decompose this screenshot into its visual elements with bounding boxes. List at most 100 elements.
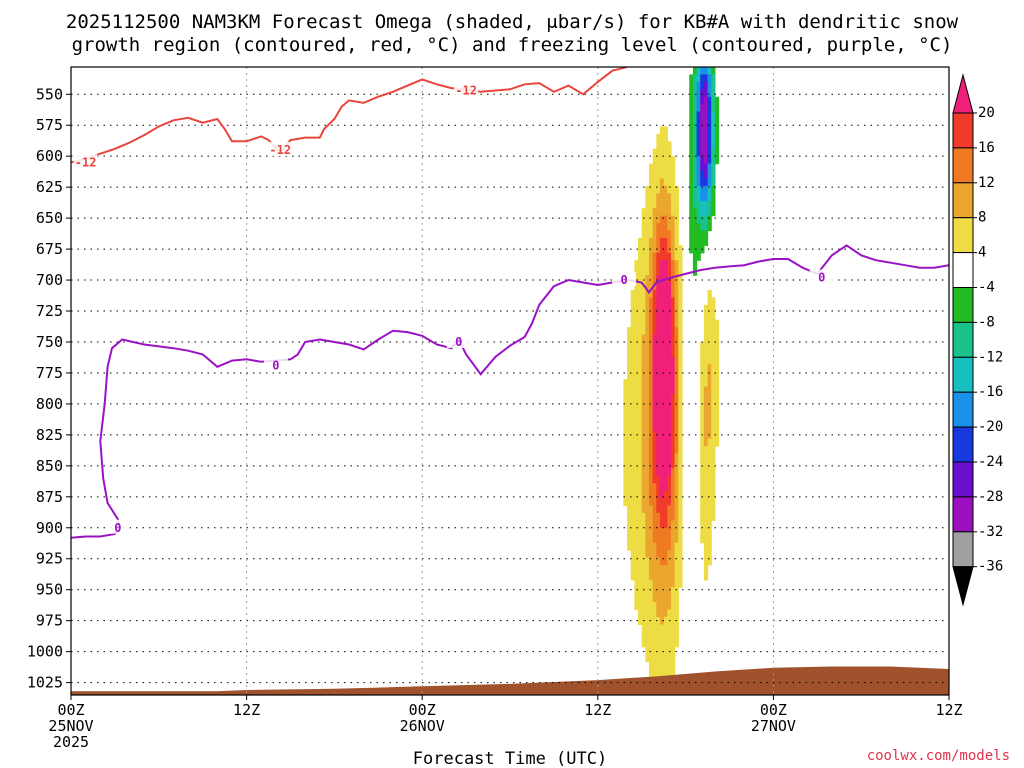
omega-cell (627, 512, 632, 521)
omega-cell (649, 208, 654, 217)
omega-cell (711, 453, 716, 462)
omega-cell (700, 408, 705, 417)
omega-cell (638, 475, 643, 484)
colorbar-label: 16 (978, 140, 995, 156)
omega-cell (641, 386, 646, 395)
omega-cell (711, 431, 716, 440)
omega-cell (674, 587, 679, 596)
omega-cell (645, 505, 650, 514)
omega-cell (707, 297, 712, 306)
omega-cell (634, 275, 639, 284)
omega-cell (678, 416, 683, 425)
omega-cell (641, 252, 646, 261)
omega-cell (703, 178, 709, 187)
omega-cell (630, 334, 635, 343)
omega-cell (634, 572, 639, 581)
omega-cell (652, 252, 657, 261)
omega-cell (659, 668, 665, 678)
omega-cell (645, 527, 650, 536)
omega-cell (641, 215, 646, 224)
dgz-contour-label-bg (268, 141, 293, 156)
omega-cell (656, 163, 661, 172)
omega-cell (638, 386, 643, 395)
omega-cell (714, 408, 720, 417)
omega-cell (663, 631, 668, 640)
omega-cell (674, 512, 679, 521)
omega-cell (641, 460, 646, 469)
omega-cell (714, 349, 720, 358)
omega-cell (652, 654, 657, 663)
omega-cell (630, 505, 635, 514)
omega-cell (674, 401, 679, 410)
omega-cell (678, 245, 683, 254)
omega-cell (663, 535, 668, 544)
omega-cell (707, 520, 712, 529)
omega-cell (638, 304, 643, 313)
omega-cell (623, 453, 628, 462)
omega-cell (700, 364, 705, 373)
omega-cell (674, 334, 679, 343)
omega-cell (656, 408, 661, 417)
omega-cell (711, 304, 716, 313)
omega-cell (674, 505, 679, 514)
omega-cell (703, 104, 709, 113)
freezing-level-contour-label: 0 (114, 521, 121, 535)
omega-cell (656, 200, 661, 209)
omega-cell (656, 423, 661, 432)
omega-cell (703, 408, 709, 417)
omega-cell (700, 104, 705, 113)
omega-cell (623, 438, 628, 447)
omega-cell (692, 156, 698, 165)
omega-cell (641, 512, 646, 521)
omega-cell (674, 185, 679, 194)
omega-cell (627, 446, 632, 455)
omega-cell (645, 616, 650, 625)
colorbar-label: 12 (978, 175, 995, 191)
omega-cell (663, 602, 668, 611)
colorbar-label: -4 (978, 280, 995, 296)
omega-cell (667, 550, 672, 559)
omega-cell (638, 557, 643, 566)
omega-cell (641, 267, 646, 276)
omega-cell (659, 312, 665, 321)
omega-cell (634, 416, 639, 425)
omega-cell (638, 535, 643, 544)
omega-cell (638, 260, 643, 269)
omega-cell (667, 408, 672, 417)
omega-cell (670, 594, 676, 603)
omega-cell (703, 564, 709, 573)
omega-cell (667, 252, 672, 261)
omega-cell (667, 193, 672, 202)
omega-cell (678, 550, 683, 559)
omega-cell (659, 557, 665, 566)
omega-cell (659, 334, 665, 343)
omega-cell (674, 200, 679, 209)
omega-cell (659, 490, 665, 499)
omega-cell (645, 416, 650, 425)
omega-cell (667, 564, 672, 573)
omega-cell (707, 163, 712, 172)
y-tick-label: 750 (36, 333, 63, 351)
omega-cell (663, 468, 668, 477)
omega-cell (652, 468, 657, 477)
omega-cell (663, 334, 668, 343)
omega-cell (645, 394, 650, 403)
omega-cell (711, 483, 716, 492)
omega-cell (670, 237, 676, 246)
omega-cell (696, 111, 701, 120)
omega-cell (645, 594, 650, 603)
y-tick-label: 1000 (27, 643, 63, 661)
omega-cell (634, 527, 639, 536)
omega-cell (703, 141, 709, 150)
omega-cell (638, 616, 643, 625)
omega-cell (707, 289, 712, 298)
omega-cell (649, 223, 654, 232)
omega-cell (692, 193, 698, 202)
omega-cell (714, 327, 720, 336)
omega-cell (714, 364, 720, 373)
omega-cell (678, 371, 683, 380)
omega-cell (659, 550, 665, 559)
omega-cell (634, 327, 639, 336)
omega-cell (696, 163, 701, 172)
omega-cell (703, 341, 709, 351)
